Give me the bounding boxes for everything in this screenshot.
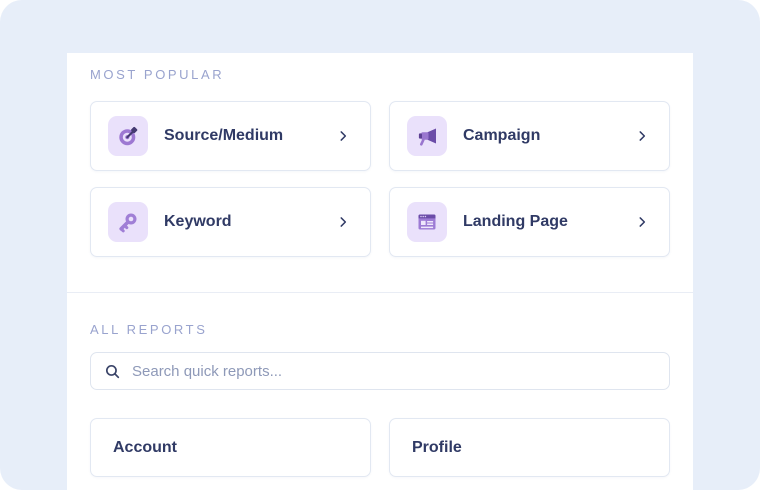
all-reports-grid: Account Profile (90, 418, 670, 477)
report-card-label: Profile (412, 438, 462, 456)
section-divider (67, 292, 693, 293)
all-reports-heading: ALL REPORTS (90, 322, 208, 337)
report-card-landing-page[interactable]: Landing Page (389, 187, 670, 257)
report-card-source-medium[interactable]: Source/Medium (90, 101, 371, 171)
chevron-right-icon (635, 129, 649, 143)
report-card-account[interactable]: Account (90, 418, 371, 477)
most-popular-heading: MOST POPULAR (90, 67, 225, 82)
key-icon (108, 202, 148, 242)
megaphone-icon (407, 116, 447, 156)
browser-window-icon (407, 202, 447, 242)
report-card-label: Landing Page (463, 213, 568, 230)
target-icon (108, 116, 148, 156)
report-card-label: Keyword (164, 213, 232, 230)
search-input[interactable] (132, 362, 656, 380)
report-card-profile[interactable]: Profile (389, 418, 670, 477)
report-card-keyword[interactable]: Keyword (90, 187, 371, 257)
chevron-right-icon (635, 215, 649, 229)
report-card-label: Source/Medium (164, 127, 284, 144)
report-card-label: Campaign (463, 127, 541, 144)
search-box (90, 352, 670, 390)
chevron-right-icon (336, 129, 350, 143)
quick-reports-panel: MOST POPULAR Source/Medium (67, 53, 693, 490)
chevron-right-icon (336, 215, 350, 229)
report-card-label: Account (113, 438, 177, 456)
most-popular-grid: Source/Medium Campaign (90, 101, 670, 257)
search-icon (105, 364, 120, 378)
report-card-campaign[interactable]: Campaign (389, 101, 670, 171)
